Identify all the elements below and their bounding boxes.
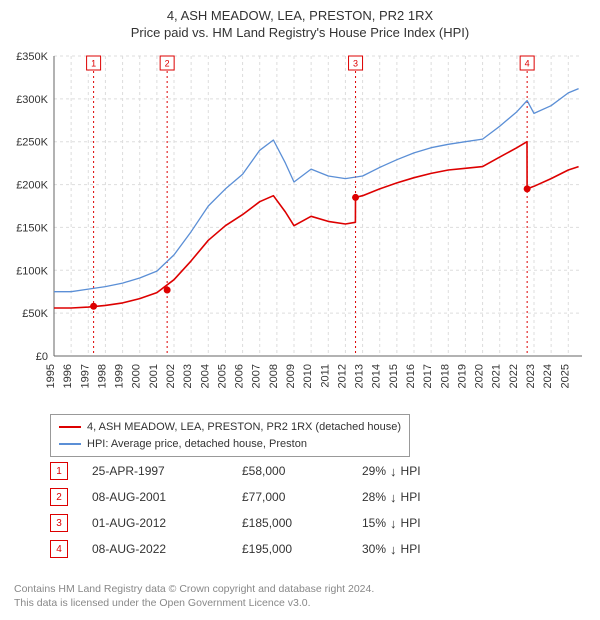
svg-text:2001: 2001 bbox=[148, 364, 160, 388]
sale-diff: 30% ↓ HPI bbox=[362, 542, 502, 556]
sale-row: 3 01-AUG-2012£185,00015% ↓ HPI bbox=[50, 510, 502, 536]
sale-marker-number: 3 bbox=[50, 514, 68, 532]
down-arrow-icon: ↓ bbox=[390, 465, 397, 478]
sale-row: 2 08-AUG-2001£77,00028% ↓ HPI bbox=[50, 484, 502, 510]
sale-price: £77,000 bbox=[242, 490, 362, 504]
footer-attribution: Contains HM Land Registry data © Crown c… bbox=[14, 582, 374, 610]
svg-text:£0: £0 bbox=[36, 351, 48, 363]
sale-diff-suffix: HPI bbox=[401, 464, 421, 478]
down-arrow-icon: ↓ bbox=[390, 543, 397, 556]
svg-text:1999: 1999 bbox=[114, 364, 126, 388]
sale-diff-pct: 29% bbox=[362, 464, 386, 478]
svg-text:1996: 1996 bbox=[62, 364, 74, 388]
svg-text:2: 2 bbox=[165, 59, 170, 69]
sale-diff-suffix: HPI bbox=[401, 542, 421, 556]
svg-text:1998: 1998 bbox=[96, 364, 108, 388]
sale-diff: 28% ↓ HPI bbox=[362, 490, 502, 504]
sale-price: £185,000 bbox=[242, 516, 362, 530]
svg-text:£300K: £300K bbox=[16, 94, 48, 106]
svg-text:£200K: £200K bbox=[16, 180, 48, 192]
sale-diff: 29% ↓ HPI bbox=[362, 464, 502, 478]
svg-text:2016: 2016 bbox=[405, 364, 417, 388]
sale-date: 25-APR-1997 bbox=[92, 464, 242, 478]
svg-text:2000: 2000 bbox=[131, 364, 143, 388]
svg-text:2002: 2002 bbox=[165, 364, 177, 388]
svg-text:2008: 2008 bbox=[268, 364, 280, 388]
chart-titles: 4, ASH MEADOW, LEA, PRESTON, PR2 1RX Pri… bbox=[0, 0, 600, 40]
chart-svg: £0 £50K £100K £150K £200K £250K £300K £350K 1995… bbox=[8, 46, 592, 406]
svg-text:2003: 2003 bbox=[182, 364, 194, 388]
svg-text:2015: 2015 bbox=[388, 364, 400, 388]
sale-diff: 15% ↓ HPI bbox=[362, 516, 502, 530]
svg-text:1995: 1995 bbox=[45, 364, 57, 388]
svg-text:£100K: £100K bbox=[16, 265, 48, 277]
svg-text:2025: 2025 bbox=[559, 364, 571, 388]
title-address: 4, ASH MEADOW, LEA, PRESTON, PR2 1RX bbox=[0, 8, 600, 23]
svg-text:2004: 2004 bbox=[199, 364, 211, 388]
svg-text:1: 1 bbox=[91, 59, 96, 69]
svg-text:2019: 2019 bbox=[456, 364, 468, 388]
sale-price: £195,000 bbox=[242, 542, 362, 556]
sale-row: 4 08-AUG-2022£195,00030% ↓ HPI bbox=[50, 536, 502, 562]
legend: 4, ASH MEADOW, LEA, PRESTON, PR2 1RX (de… bbox=[50, 414, 410, 457]
sale-diff-suffix: HPI bbox=[401, 516, 421, 530]
svg-text:2011: 2011 bbox=[319, 364, 331, 388]
svg-text:2021: 2021 bbox=[491, 364, 503, 388]
svg-text:2013: 2013 bbox=[354, 364, 366, 388]
svg-text:£50K: £50K bbox=[22, 308, 48, 320]
svg-text:£150K: £150K bbox=[16, 222, 48, 234]
sale-date: 08-AUG-2001 bbox=[92, 490, 242, 504]
sale-marker-number: 2 bbox=[50, 488, 68, 506]
sale-diff-pct: 15% bbox=[362, 516, 386, 530]
sale-diff-pct: 28% bbox=[362, 490, 386, 504]
sales-table: 1 25-APR-1997£58,00029% ↓ HPI 2 08-AUG-2001£7… bbox=[50, 458, 502, 562]
svg-text:2010: 2010 bbox=[302, 364, 314, 388]
down-arrow-icon: ↓ bbox=[390, 517, 397, 530]
svg-text:£350K: £350K bbox=[16, 51, 48, 63]
chart-area: £0 £50K £100K £150K £200K £250K £300K £350K 1995… bbox=[8, 46, 592, 406]
svg-text:2007: 2007 bbox=[251, 364, 263, 388]
svg-text:2024: 2024 bbox=[542, 364, 554, 388]
legend-item: 4, ASH MEADOW, LEA, PRESTON, PR2 1RX (de… bbox=[59, 419, 401, 436]
svg-text:3: 3 bbox=[353, 59, 358, 69]
svg-text:2009: 2009 bbox=[285, 364, 297, 388]
legend-swatch bbox=[59, 426, 81, 428]
svg-text:1997: 1997 bbox=[79, 364, 91, 388]
svg-text:2023: 2023 bbox=[525, 364, 537, 388]
sale-date: 08-AUG-2022 bbox=[92, 542, 242, 556]
legend-item: HPI: Average price, detached house, Pres… bbox=[59, 436, 401, 453]
legend-swatch bbox=[59, 443, 81, 445]
svg-text:2014: 2014 bbox=[371, 364, 383, 388]
down-arrow-icon: ↓ bbox=[390, 491, 397, 504]
sale-date: 01-AUG-2012 bbox=[92, 516, 242, 530]
sale-row: 1 25-APR-1997£58,00029% ↓ HPI bbox=[50, 458, 502, 484]
title-subtitle: Price paid vs. HM Land Registry's House … bbox=[0, 25, 600, 40]
legend-label: 4, ASH MEADOW, LEA, PRESTON, PR2 1RX (de… bbox=[87, 419, 401, 436]
sale-price: £58,000 bbox=[242, 464, 362, 478]
legend-label: HPI: Average price, detached house, Pres… bbox=[87, 436, 307, 453]
svg-text:2017: 2017 bbox=[422, 364, 434, 388]
sale-marker-number: 4 bbox=[50, 540, 68, 558]
svg-text:2022: 2022 bbox=[508, 364, 520, 388]
svg-text:4: 4 bbox=[525, 59, 530, 69]
sale-marker-number: 1 bbox=[50, 462, 68, 480]
footer-line1: Contains HM Land Registry data © Crown c… bbox=[14, 582, 374, 596]
footer-line2: This data is licensed under the Open Gov… bbox=[14, 596, 374, 610]
svg-text:2006: 2006 bbox=[234, 364, 246, 388]
svg-text:2018: 2018 bbox=[439, 364, 451, 388]
sale-diff-suffix: HPI bbox=[401, 490, 421, 504]
svg-text:2012: 2012 bbox=[336, 364, 348, 388]
svg-text:2020: 2020 bbox=[474, 364, 486, 388]
svg-text:2005: 2005 bbox=[216, 364, 228, 388]
sale-diff-pct: 30% bbox=[362, 542, 386, 556]
svg-text:£250K: £250K bbox=[16, 137, 48, 149]
